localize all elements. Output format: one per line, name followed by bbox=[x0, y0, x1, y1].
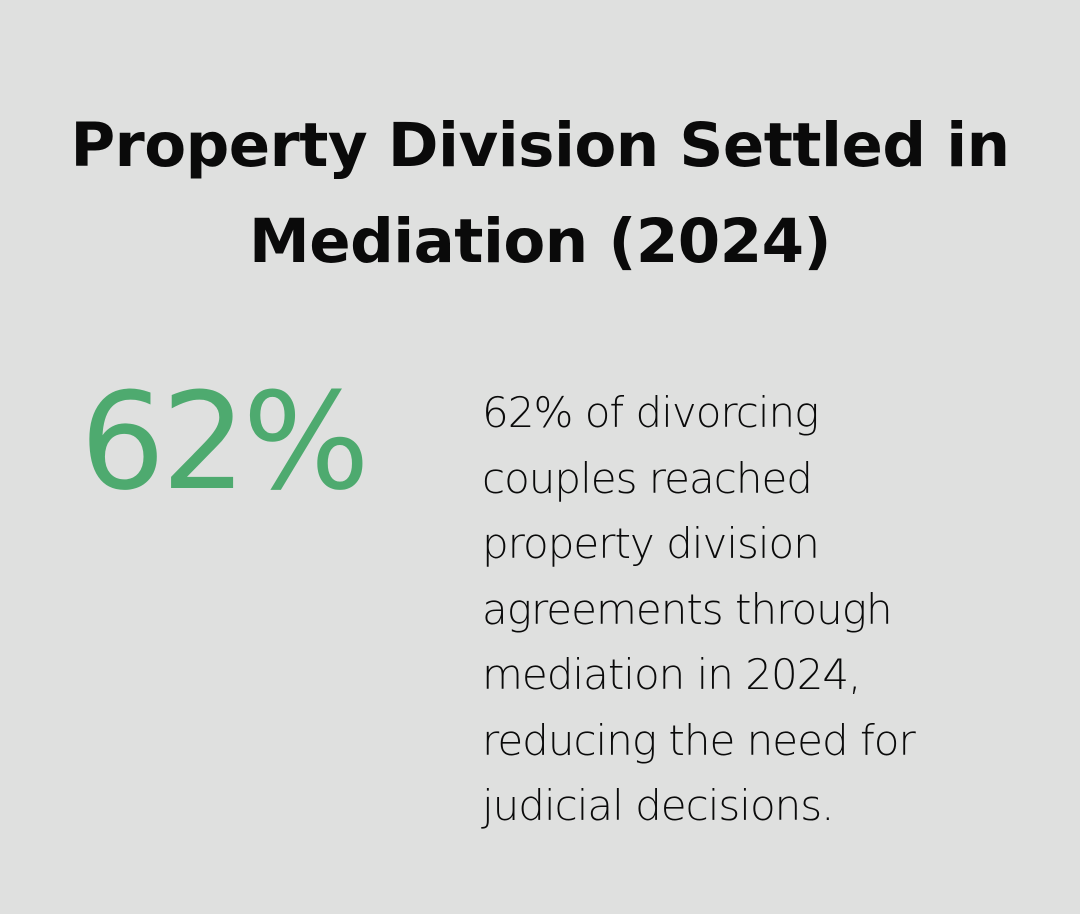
title-line-2: Mediation (2024) bbox=[249, 206, 831, 277]
description-line: reducing the need for bbox=[482, 715, 916, 765]
description-line: property division bbox=[482, 519, 820, 568]
description-line: agreements through bbox=[482, 584, 893, 634]
description-line: mediation in 2024, bbox=[482, 650, 862, 699]
description-line: judicial decisions. bbox=[482, 781, 835, 830]
description-line: couples reached bbox=[482, 453, 813, 503]
description-line: 62% of divorcing bbox=[482, 388, 819, 437]
title-line-1: Property Division Settled in bbox=[70, 110, 1010, 181]
stat-value: 62% bbox=[80, 364, 370, 520]
page-title: Property Division Settled in Mediation (… bbox=[0, 98, 1080, 290]
stat-description: 62% of divorcing couples reached propert… bbox=[482, 380, 1002, 839]
